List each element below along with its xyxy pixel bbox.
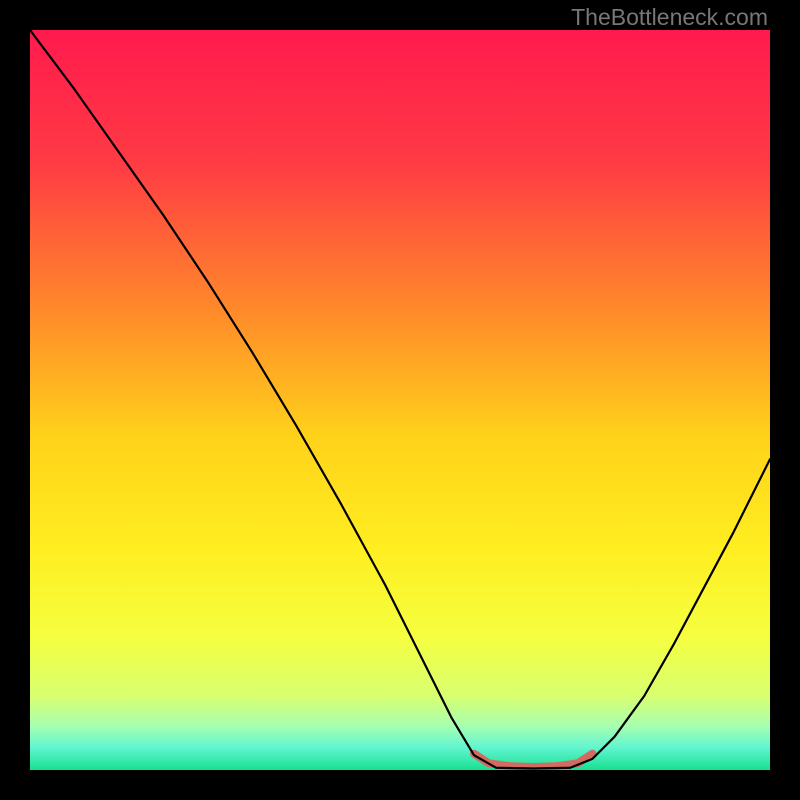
plot-svg [30, 30, 770, 770]
watermark-text: TheBottleneck.com [571, 4, 768, 31]
plot-area [30, 30, 770, 770]
frame-border-bottom [0, 770, 800, 800]
chart-frame: TheBottleneck.com [0, 0, 800, 800]
frame-border-right [770, 0, 800, 800]
gradient-background [30, 30, 770, 770]
frame-border-left [0, 0, 30, 800]
